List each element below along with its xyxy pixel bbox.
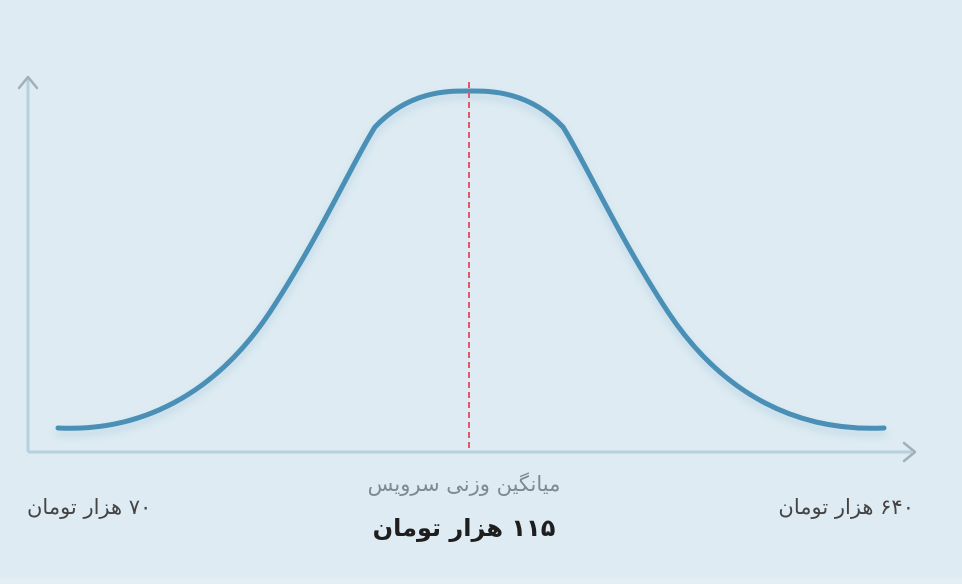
max-price-label: ۶۴۰ هزار تومان: [778, 495, 914, 519]
y-axis-arrow-icon: [17, 75, 39, 90]
mean-price-value: ۱۱۵ هزار تومان: [372, 514, 556, 542]
min-price-label: ۷۰ هزار تومان: [27, 495, 152, 519]
mean-caption: میانگین وزنی سرویس: [367, 472, 561, 496]
distribution-chart: [17, 75, 917, 463]
distribution-curve: [55, 88, 887, 431]
x-axis-arrow-icon: [902, 441, 917, 463]
